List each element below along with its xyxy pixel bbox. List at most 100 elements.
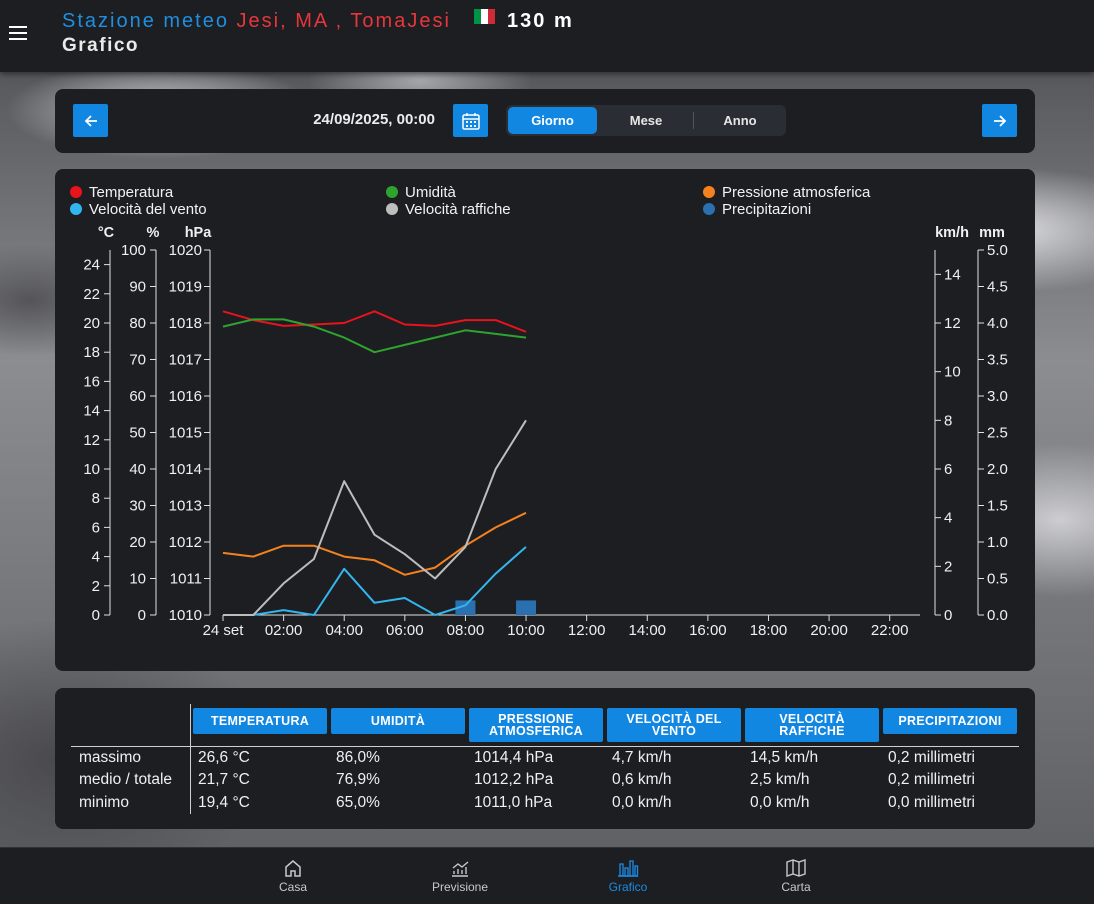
- statistics-card: TEMPERATURA UMIDITÀ PRESSIONE ATMOSFERIC…: [55, 688, 1035, 829]
- wind-unit-label: km/h: [935, 225, 969, 241]
- pressure-tick-label: 1011: [170, 571, 202, 588]
- legend-humidity[interactable]: Umidità: [386, 184, 456, 201]
- x-tick-label: 16:00: [689, 622, 727, 639]
- wind-tick-label: 12: [944, 315, 961, 332]
- legend-label: Velocità del vento: [89, 201, 207, 218]
- stat-cell: 0,2 millimetri: [888, 771, 975, 788]
- station-prefix: Stazione meteo: [62, 10, 229, 32]
- velocit-rafficheseries-line: [223, 419, 527, 616]
- humidity-unit-label: %: [147, 225, 160, 241]
- calendar-button[interactable]: [453, 104, 488, 137]
- legend-dot: [386, 186, 398, 198]
- humidity-tick-label: 0: [138, 607, 146, 624]
- legend-precipitation[interactable]: Precipitazioni: [703, 201, 811, 218]
- legend-label: Pressione atmosferica: [722, 184, 871, 201]
- period-day-tab[interactable]: Giorno: [508, 107, 597, 134]
- header-humidity[interactable]: UMIDITÀ: [331, 708, 465, 734]
- stat-cell: 19,4 °C: [198, 794, 250, 811]
- temperature-tick-label: 18: [83, 344, 100, 361]
- segment-divider: [693, 112, 694, 129]
- station-altitude: 130 m: [507, 10, 574, 32]
- chart-card: Temperatura Velocità del vento Umidità V…: [55, 169, 1035, 671]
- legend-temperature[interactable]: Temperatura: [70, 184, 173, 201]
- row-label-avg: medio / totale: [79, 771, 173, 788]
- temperature-tick-label: 12: [83, 432, 100, 449]
- calendar-icon: [461, 112, 480, 130]
- legend-label: Precipitazioni: [722, 201, 812, 218]
- period-month-tab[interactable]: Mese: [629, 113, 663, 128]
- pressione-atmosfericaseries-line: [222, 511, 527, 576]
- stat-cell: 65,0%: [336, 794, 380, 811]
- nav-chart[interactable]: Grafico: [568, 848, 688, 904]
- arrow-right-icon: [993, 114, 1006, 127]
- temperaturaseries-line: [222, 310, 527, 333]
- pressure-tick-label: 1010: [169, 607, 202, 624]
- temperature-tick-label: 4: [92, 549, 100, 566]
- temperature-tick-label: 16: [83, 373, 100, 390]
- humidity-tick-label: 10: [129, 571, 146, 588]
- header-gust-speed[interactable]: VELOCITÀ RAFFICHE: [745, 708, 879, 742]
- rain-tick-label: 3.5: [987, 352, 1008, 369]
- date-navigation-card: 24/09/2025, 00:00 Giorno Mese Anno: [55, 89, 1035, 153]
- row-label-max: massimo: [79, 749, 142, 766]
- selected-date: 24/09/2025, 00:00: [313, 111, 435, 128]
- pressure-tick-label: 1014: [169, 461, 202, 478]
- nav-map[interactable]: Carta: [736, 848, 856, 904]
- legend-dot: [386, 203, 398, 215]
- nav-forecast-label: Previsione: [431, 880, 489, 894]
- rain-tick-label: 2.0: [987, 461, 1008, 478]
- stat-cell: 2,5 km/h: [750, 771, 810, 788]
- temperature-tick-label: 2: [92, 578, 100, 595]
- wind-tick-label: 2: [944, 558, 952, 575]
- nav-forecast[interactable]: Previsione: [400, 848, 520, 904]
- wind-tick-label: 10: [944, 364, 961, 381]
- nav-map-label: Carta: [781, 880, 811, 894]
- nav-home[interactable]: Casa: [233, 848, 353, 904]
- pressure-tick-label: 1017: [169, 352, 202, 369]
- legend-wind-speed[interactable]: Velocità del vento: [70, 201, 207, 218]
- wind-tick-label: 8: [944, 412, 952, 429]
- x-tick-label: 18:00: [750, 622, 788, 639]
- weather-chart: 024681012141618202224°C01020304050607080…: [83, 225, 1008, 639]
- legend-gust-speed[interactable]: Velocità raffiche: [386, 201, 511, 218]
- x-tick-label: 06:00: [386, 622, 424, 639]
- stat-cell: 0,2 millimetri: [888, 749, 975, 766]
- rain-tick-label: 5.0: [987, 242, 1008, 259]
- header-temperature[interactable]: TEMPERATURA: [193, 708, 327, 734]
- humidity-tick-label: 100: [121, 242, 146, 259]
- stat-cell: 0,0 km/h: [750, 794, 810, 811]
- wind-tick-label: 4: [944, 510, 952, 527]
- header-precipitation[interactable]: PRECIPITAZIONI: [883, 708, 1017, 734]
- rain-tick-label: 1.0: [987, 534, 1008, 551]
- pressure-tick-label: 1013: [169, 498, 202, 515]
- humidity-tick-label: 90: [129, 279, 146, 296]
- nav-chart-label: Grafico: [608, 880, 648, 894]
- row-label-min: minimo: [79, 794, 129, 811]
- humidity-tick-label: 20: [129, 534, 146, 551]
- legend-dot: [70, 203, 82, 215]
- stat-cell: 0,0 km/h: [612, 794, 672, 811]
- period-year-tab[interactable]: Anno: [723, 113, 757, 128]
- period-selector: Giorno Mese Anno: [506, 105, 786, 136]
- stat-cell: 14,5 km/h: [750, 749, 819, 766]
- hamburger-menu-icon[interactable]: [9, 26, 27, 40]
- station-location: Jesi, MA , TomaJesi: [236, 10, 451, 32]
- stat-cell: 21,7 °C: [198, 771, 250, 788]
- temperature-unit-label: °C: [98, 225, 115, 241]
- rain-tick-label: 1.5: [987, 498, 1008, 515]
- header-pressure[interactable]: PRESSIONE ATMOSFERICA: [469, 708, 603, 742]
- stat-cell: 76,9%: [336, 771, 380, 788]
- humidity-tick-label: 40: [129, 461, 146, 478]
- previous-period-button[interactable]: [73, 104, 108, 137]
- rain-tick-label: 0.0: [987, 607, 1008, 624]
- wind-tick-label: 6: [944, 461, 952, 478]
- legend-pressure[interactable]: Pressione atmosferica: [703, 184, 870, 201]
- header-wind-speed[interactable]: VELOCITÀ DEL VENTO: [607, 708, 741, 742]
- umidit-series-line: [222, 318, 527, 354]
- temperature-tick-label: 0: [92, 607, 100, 624]
- italy-flag-icon: [474, 9, 496, 24]
- rain-tick-label: 2.5: [987, 425, 1008, 442]
- top-app-bar: Stazione meteo Jesi, MA , TomaJesi 130 m…: [0, 0, 1094, 72]
- wind-tick-label: 0: [944, 607, 952, 624]
- next-period-button[interactable]: [982, 104, 1017, 137]
